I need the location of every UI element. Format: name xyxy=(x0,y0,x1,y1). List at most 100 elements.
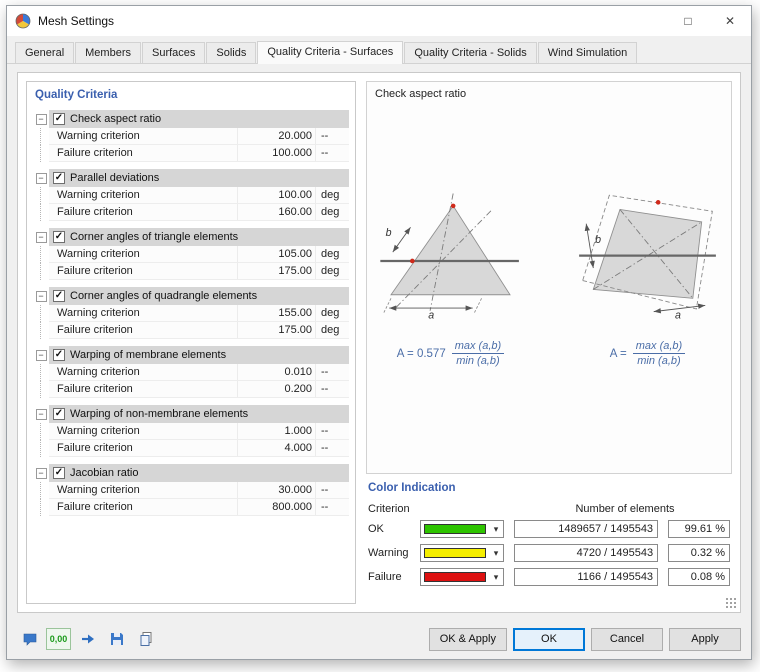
title-bar[interactable]: Mesh Settings □ ✕ xyxy=(7,6,751,36)
failure-color-swatch xyxy=(423,572,487,582)
failure-percent-field: 0.08 % xyxy=(668,568,730,586)
maximize-button[interactable]: □ xyxy=(684,14,692,28)
aspect-ratio-figures: a b xyxy=(375,178,723,328)
criterion-value-field[interactable]: 1.000 xyxy=(237,423,315,439)
criterion-value-field[interactable]: 175.00 xyxy=(237,322,315,338)
ok-count-field: 1489657 / 1495543 xyxy=(514,520,659,538)
criterion-row: Failure criterion 0.200 -- xyxy=(49,381,349,398)
criterion-value-field[interactable]: 0.010 xyxy=(237,364,315,380)
criterion-row: Warning criterion 100.00 deg xyxy=(49,187,349,204)
collapse-toggle[interactable]: − xyxy=(35,172,47,184)
vertex-dot xyxy=(409,258,415,264)
collapse-toggle[interactable]: − xyxy=(35,408,47,420)
criteria-group-header: ✓ Jacobian ratio xyxy=(49,464,349,482)
criterion-row: Failure criterion 800.000 -- xyxy=(49,499,349,516)
resize-grip[interactable] xyxy=(725,597,738,610)
dialog-buttons: OK & Apply OK Cancel Apply xyxy=(428,627,741,651)
failure-color-dropdown[interactable]: ▾ xyxy=(419,568,505,586)
tab-solids[interactable]: Solids xyxy=(206,42,257,63)
color-row-warning: Warning ▾ 4720 / 1495543 0.32 % xyxy=(368,544,730,562)
cancel-button[interactable]: Cancel xyxy=(591,627,663,651)
ok-apply-button[interactable]: OK & Apply xyxy=(428,627,507,651)
collapse-toggle[interactable]: − xyxy=(35,113,47,125)
collapse-toggle[interactable]: − xyxy=(35,467,47,479)
criterion-row: Warning criterion 20.000 -- xyxy=(49,128,349,145)
footer-bar: 0,00 OK & Apply OK Cancel Appl xyxy=(7,619,751,659)
color-row-ok: OK ▾ 1489657 / 1495543 99.61 % xyxy=(368,520,730,538)
criteria-checkbox[interactable]: ✓ xyxy=(53,407,65,420)
tab-wind-simulation[interactable]: Wind Simulation xyxy=(537,42,638,63)
collapse-toggle[interactable]: − xyxy=(35,231,47,243)
collapse-toggle[interactable]: − xyxy=(35,349,47,361)
criterion-value-field[interactable]: 20.000 xyxy=(237,128,315,144)
transfer-arrow-icon xyxy=(81,634,94,644)
tab-quality-criteria-surfaces[interactable]: Quality Criteria - Surfaces xyxy=(257,41,404,64)
dimension-a-label: a xyxy=(675,310,681,322)
criterion-row: Warning criterion 105.00 deg xyxy=(49,246,349,263)
chevron-down-icon: ▾ xyxy=(493,547,499,558)
ok-button[interactable]: OK xyxy=(513,627,585,651)
criteria-group-parallel-deviations: − ✓ Parallel deviations Warning criterio… xyxy=(33,169,349,221)
criterion-row: Failure criterion 175.00 deg xyxy=(49,263,349,280)
quality-criteria-heading: Quality Criteria xyxy=(35,89,118,101)
triangle-figure: a b xyxy=(380,193,519,322)
aspect-ratio-formulas: A = 0.577 max (a,b) min (a,b) A = max (a… xyxy=(375,340,723,367)
criterion-value-field[interactable]: 800.000 xyxy=(237,499,315,515)
criteria-checkbox[interactable]: ✓ xyxy=(53,230,65,243)
color-indication-column-headers: Criterion Number of elements xyxy=(368,503,675,515)
right-column: Check aspect ratio xyxy=(366,81,732,604)
criterion-value-field[interactable]: 105.00 xyxy=(237,246,315,262)
color-row-failure: Failure ▾ 1166 / 1495543 0.08 % xyxy=(368,568,730,586)
color-indication-section: Color Indication Criterion Number of ele… xyxy=(366,474,732,604)
criterion-value-field[interactable]: 100.000 xyxy=(237,145,315,161)
criteria-checkbox[interactable]: ✓ xyxy=(53,112,65,125)
tab-members[interactable]: Members xyxy=(75,42,141,63)
criterion-row: Warning criterion 1.000 -- xyxy=(49,423,349,440)
apply-button[interactable]: Apply xyxy=(669,627,741,651)
criterion-row: Warning criterion 0.010 -- xyxy=(49,364,349,381)
criterion-value-field[interactable]: 30.000 xyxy=(237,482,315,498)
criteria-checkbox[interactable]: ✓ xyxy=(53,348,65,361)
criterion-value-field[interactable]: 4.000 xyxy=(237,440,315,456)
save-settings-button[interactable] xyxy=(104,628,129,650)
comment-button[interactable] xyxy=(17,628,42,650)
warning-color-swatch xyxy=(423,548,487,558)
criterion-preview-panel: Check aspect ratio xyxy=(366,81,732,474)
criteria-group-header: ✓ Corner angles of quadrangle elements xyxy=(49,287,349,305)
dialog-content: Quality Criteria − ✓ Check aspect ratio … xyxy=(17,72,741,613)
window-title: Mesh Settings xyxy=(38,14,115,28)
tab-surfaces[interactable]: Surfaces xyxy=(141,42,206,63)
collapse-toggle[interactable]: − xyxy=(35,290,47,302)
criteria-checkbox[interactable]: ✓ xyxy=(53,466,65,479)
dimension-b-label: b xyxy=(595,234,601,246)
units-button[interactable]: 0,00 xyxy=(46,628,71,650)
quality-criteria-panel: Quality Criteria − ✓ Check aspect ratio … xyxy=(26,81,356,604)
copy-settings-button[interactable] xyxy=(133,628,158,650)
criterion-value-field[interactable]: 100.00 xyxy=(237,187,315,203)
transfer-button[interactable] xyxy=(75,628,100,650)
comment-icon xyxy=(23,633,36,646)
criteria-checkbox[interactable]: ✓ xyxy=(53,289,65,302)
tab-quality-criteria-solids[interactable]: Quality Criteria - Solids xyxy=(404,42,537,63)
criterion-row: Failure criterion 100.000 -- xyxy=(49,145,349,162)
preview-title: Check aspect ratio xyxy=(375,88,467,100)
save-icon xyxy=(110,633,123,645)
criterion-value-field[interactable]: 155.00 xyxy=(237,305,315,321)
criterion-value-field[interactable]: 175.00 xyxy=(237,263,315,279)
color-indication-heading: Color Indication xyxy=(368,482,456,494)
criterion-row: Failure criterion 160.00 deg xyxy=(49,204,349,221)
warning-color-dropdown[interactable]: ▾ xyxy=(419,544,505,562)
ok-color-dropdown[interactable]: ▾ xyxy=(419,520,505,538)
tab-bar: General Members Surfaces Solids Quality … xyxy=(7,36,751,64)
vertex-dot xyxy=(655,200,661,205)
tab-general[interactable]: General xyxy=(15,42,75,63)
warning-percent-field: 0.32 % xyxy=(668,544,730,562)
vertex-dot xyxy=(450,203,456,209)
close-button[interactable]: ✕ xyxy=(724,14,736,28)
chevron-down-icon: ▾ xyxy=(493,523,499,534)
quadrangle-formula: A = max (a,b) min (a,b) xyxy=(572,340,723,367)
criterion-row: Warning criterion 155.00 deg xyxy=(49,305,349,322)
criterion-value-field[interactable]: 160.00 xyxy=(237,204,315,220)
criterion-value-field[interactable]: 0.200 xyxy=(237,381,315,397)
criteria-checkbox[interactable]: ✓ xyxy=(53,171,65,184)
